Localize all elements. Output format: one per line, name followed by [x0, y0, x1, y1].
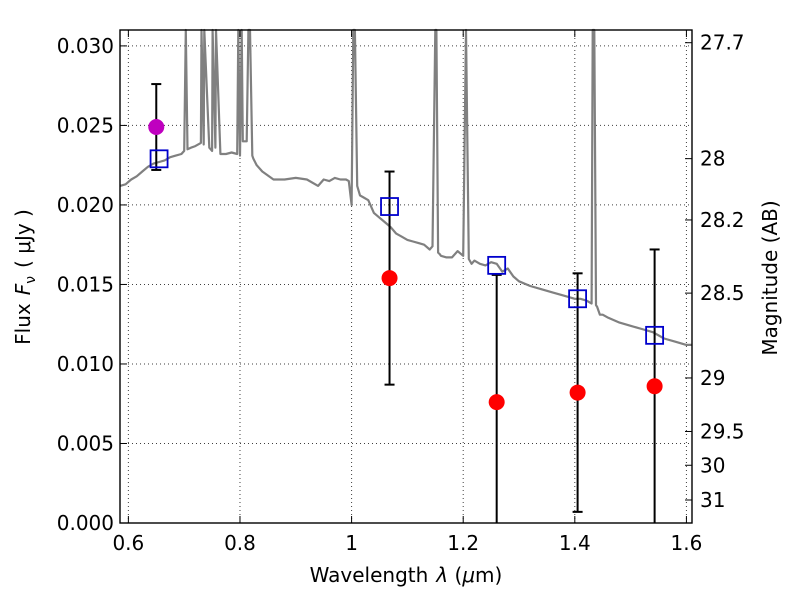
- model-point: [380, 197, 399, 216]
- x-tick-label: 1: [345, 531, 358, 555]
- x-tick-label: 0.8: [224, 531, 256, 555]
- template-spectrum-line: [119, 28, 692, 346]
- error-bars: [151, 83, 660, 523]
- observed-point: [148, 119, 165, 136]
- x-tick-label: 1.4: [559, 531, 591, 555]
- y2-tick-label: 27.7: [700, 31, 745, 55]
- y-tick-label: 0.005: [57, 431, 114, 455]
- model-point: [645, 325, 665, 345]
- x-tick-labels: 0.6 0.8 1 1.2 1.4 1.6: [112, 531, 702, 555]
- y2-tick-label: 29: [700, 366, 725, 390]
- y-axis-title: FluxFν( μJy ): [11, 209, 39, 345]
- grid-lines: [120, 30, 692, 523]
- y2-tick-label: 29.5: [700, 419, 745, 443]
- model-point: [149, 149, 169, 169]
- observed-point: [488, 394, 505, 411]
- y2-tick-label: 31: [700, 488, 725, 512]
- y2-tick-label: 28.2: [700, 208, 745, 232]
- y-tick-label: 0.030: [57, 34, 114, 58]
- axis-ticks: [120, 30, 692, 524]
- y2-axis-title: Magnitude (AB): [758, 200, 782, 355]
- y-tick-label: 0.010: [57, 352, 114, 376]
- model-points: [149, 149, 665, 345]
- y-tick-labels: 0.000 0.005 0.010 0.015 0.020 0.025 0.030: [57, 34, 114, 535]
- observed-points: [148, 119, 663, 411]
- x-axis-title: Wavelength λ (μm): [310, 563, 503, 587]
- y-tick-label: 0.025: [57, 113, 114, 137]
- y-tick-label: 0.020: [57, 193, 114, 217]
- observed-point: [381, 270, 398, 287]
- x-tick-label: 1.6: [671, 531, 703, 555]
- y2-tick-label: 28: [700, 147, 725, 171]
- x-tick-label: 1.2: [447, 531, 479, 555]
- x-tick-label: 0.6: [112, 531, 144, 555]
- plot-frame: [119, 29, 693, 524]
- y2-tick-labels: 27.7 28 28.2 28.5 29 29.5 30 31: [700, 31, 745, 512]
- y-tick-label: 0.000: [57, 511, 114, 535]
- observed-point: [646, 378, 663, 395]
- model-point: [568, 289, 587, 309]
- y2-tick-label: 30: [700, 453, 725, 477]
- y-tick-label: 0.015: [57, 272, 114, 296]
- model-point: [487, 255, 507, 275]
- y2-tick-label: 28.5: [700, 281, 745, 305]
- observed-point: [569, 384, 586, 401]
